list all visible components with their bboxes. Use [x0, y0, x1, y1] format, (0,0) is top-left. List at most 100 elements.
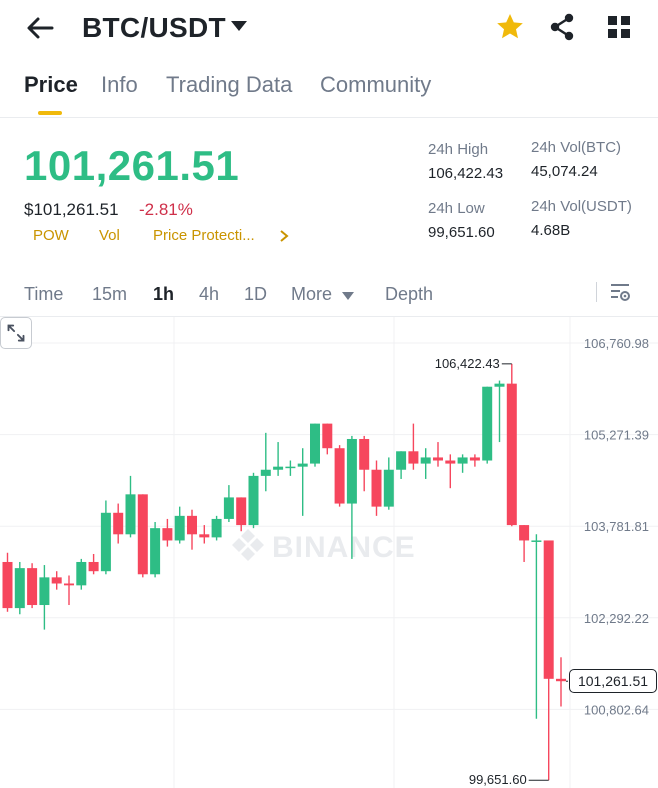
candle[interactable]	[236, 497, 247, 532]
candle[interactable]	[396, 451, 407, 479]
candle[interactable]	[76, 558, 87, 590]
candle-body	[346, 438, 357, 504]
depth-tab[interactable]: Depth	[385, 284, 434, 304]
candle[interactable]	[519, 525, 530, 562]
candle[interactable]	[64, 575, 74, 606]
candle[interactable]	[150, 522, 161, 578]
candle-body	[88, 561, 99, 572]
candle[interactable]	[174, 506, 185, 544]
high-marker-label: 106,422.43	[435, 356, 500, 371]
interval-more[interactable]: More	[291, 284, 333, 304]
candle-body	[223, 497, 234, 519]
candle[interactable]	[248, 472, 259, 529]
y-axis-label: 105,271.39	[584, 428, 649, 443]
candle[interactable]	[359, 435, 370, 492]
candle[interactable]	[211, 515, 222, 541]
candle[interactable]	[556, 657, 566, 707]
candle-body	[334, 448, 345, 504]
interval-1h[interactable]: 1h	[153, 284, 175, 304]
candle[interactable]	[310, 423, 320, 467]
candle[interactable]	[88, 553, 99, 575]
candle-body	[383, 469, 394, 507]
chart-settings-icon[interactable]	[608, 280, 632, 304]
candle[interactable]	[2, 552, 13, 612]
tag-price-protection[interactable]: Price Protecti...	[153, 227, 255, 244]
candle-body	[236, 497, 247, 526]
candle[interactable]	[469, 454, 480, 467]
candle[interactable]	[346, 435, 357, 559]
candle[interactable]	[482, 386, 493, 464]
candle-body	[396, 451, 407, 470]
candle[interactable]	[199, 525, 210, 544]
candle[interactable]	[506, 363, 517, 527]
candle-body	[2, 561, 13, 609]
candle-body	[322, 423, 333, 449]
candle-body	[494, 383, 505, 387]
candle-body	[457, 457, 468, 464]
toolbar-separator	[596, 282, 597, 302]
candle[interactable]	[113, 503, 124, 544]
candle[interactable]	[433, 442, 443, 467]
candle[interactable]	[51, 571, 62, 590]
candle[interactable]	[531, 534, 542, 719]
stat-24h-vol-usdt: 4.68B	[531, 222, 571, 239]
stat-24h-low: 99,651.60	[428, 224, 495, 241]
interval-time[interactable]: Time	[24, 284, 64, 304]
chart-canvas[interactable]: BINANCE 106,422.43 99,651.60 106,760.98 10…	[0, 317, 658, 788]
candle[interactable]	[420, 448, 431, 479]
interval-1d[interactable]: 1D	[244, 284, 268, 304]
favorite-star-icon[interactable]	[495, 12, 525, 42]
candle[interactable]	[383, 457, 394, 510]
stat-24h-vol-btc: 45,074.24	[531, 163, 598, 180]
tab-community[interactable]: Community	[320, 72, 432, 97]
share-icon[interactable]	[547, 12, 577, 42]
candle[interactable]	[334, 445, 345, 507]
candle[interactable]	[457, 454, 468, 473]
candle[interactable]	[137, 494, 148, 578]
candle[interactable]	[39, 565, 50, 630]
candle[interactable]	[408, 423, 419, 470]
candle-body	[113, 512, 124, 535]
candle[interactable]	[297, 448, 308, 516]
tab-trading-data[interactable]: Trading Data	[166, 72, 293, 97]
candle-body	[285, 466, 296, 469]
interval-15m[interactable]: 15m	[92, 284, 128, 304]
chevron-right-icon[interactable]	[279, 230, 289, 242]
tab-info[interactable]: Info	[101, 72, 138, 97]
usd-price: $101,261.51	[24, 200, 119, 219]
candle[interactable]	[100, 500, 111, 575]
fullscreen-expand-icon[interactable]	[0, 317, 32, 349]
tag-vol[interactable]: Vol	[99, 227, 120, 244]
candle[interactable]	[223, 485, 234, 523]
candle[interactable]	[543, 540, 554, 781]
dropdown-caret-icon[interactable]	[230, 20, 248, 32]
grid-menu-icon[interactable]	[604, 12, 634, 42]
candle[interactable]	[273, 442, 284, 476]
candle[interactable]	[27, 563, 38, 609]
low-marker-label: 99,651.60	[469, 772, 527, 787]
candlestick-chart[interactable]: BINANCE 106,422.43 99,651.60 106,760.98 10…	[0, 317, 658, 788]
candle[interactable]	[445, 454, 456, 489]
back-arrow-icon[interactable]	[24, 14, 56, 42]
candle-body	[51, 577, 62, 584]
candle[interactable]	[187, 509, 197, 550]
candle[interactable]	[260, 432, 271, 492]
candle-body	[64, 583, 74, 586]
more-caret-icon[interactable]	[342, 292, 354, 300]
tab-price[interactable]: Price	[24, 72, 78, 97]
candle[interactable]	[162, 518, 173, 547]
interval-4h[interactable]: 4h	[199, 284, 220, 304]
candle[interactable]	[125, 475, 136, 538]
candle[interactable]	[494, 380, 505, 443]
pair-title[interactable]: BTC/USDT	[82, 12, 226, 43]
candle[interactable]	[285, 460, 296, 476]
candle[interactable]	[371, 460, 382, 516]
candle-body	[371, 469, 382, 507]
candle-body	[76, 561, 87, 586]
candle-body	[248, 475, 259, 526]
candle[interactable]	[14, 561, 25, 615]
tag-pow[interactable]: POW	[33, 227, 69, 244]
last-price: 101,261.51	[24, 142, 240, 189]
candle-body	[359, 438, 370, 470]
candle[interactable]	[322, 423, 333, 455]
